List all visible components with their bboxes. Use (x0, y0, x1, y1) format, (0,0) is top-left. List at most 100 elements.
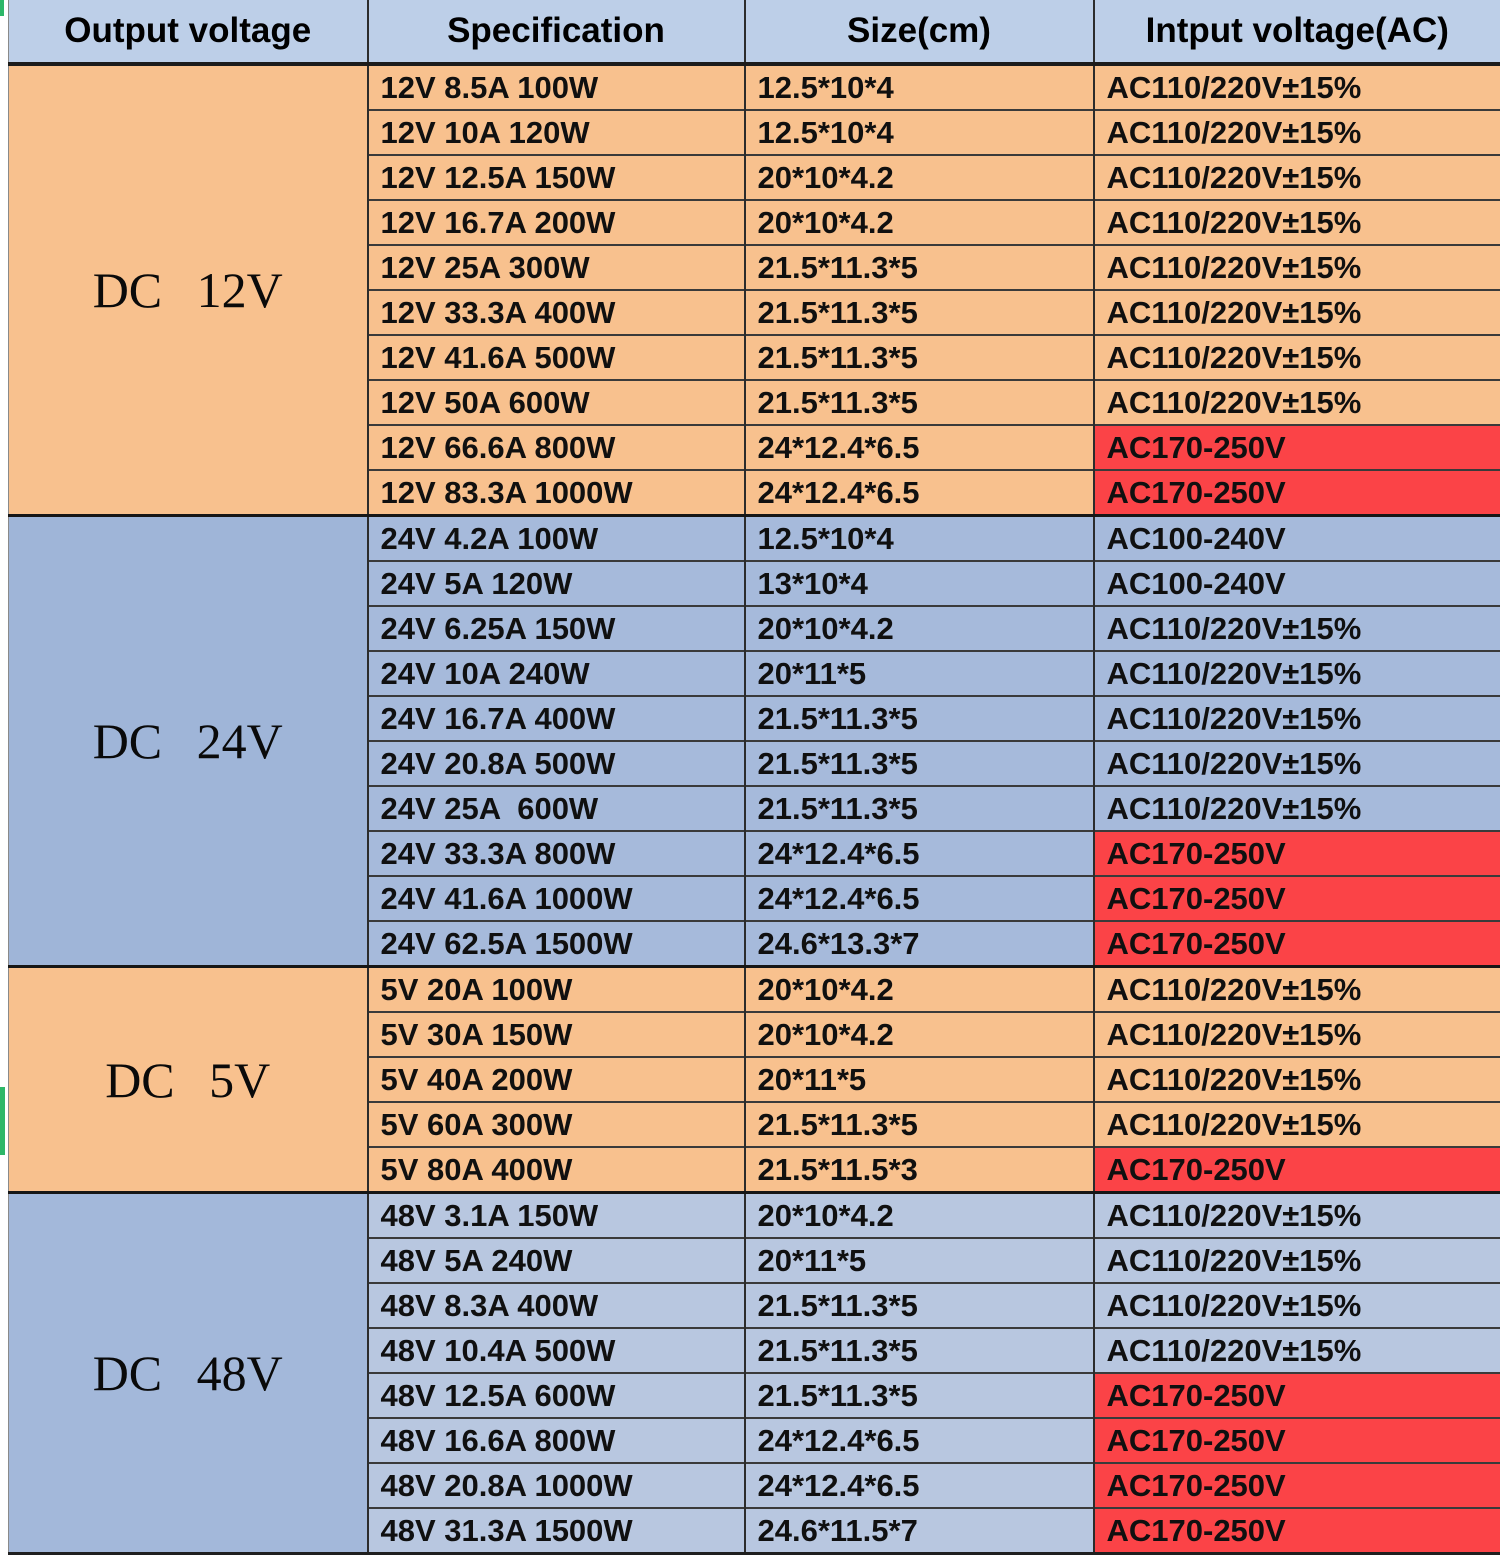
size-cell: 20*11*5 (745, 1057, 1094, 1102)
input-cell: AC110/220V±15% (1094, 110, 1500, 155)
spec-cell: 5V 20A 100W (368, 967, 745, 1013)
spec-cell: 12V 16.7A 200W (368, 200, 745, 245)
input-cell: AC110/220V±15% (1094, 1102, 1500, 1147)
header-row: Output voltage Specification Size(cm) In… (9, 0, 1500, 64)
spec-cell: 12V 8.5A 100W (368, 64, 745, 110)
input-cell: AC110/220V±15% (1094, 64, 1500, 110)
spec-cell: 48V 10.4A 500W (368, 1328, 745, 1373)
spec-cell: 48V 12.5A 600W (368, 1373, 745, 1418)
input-cell: AC110/220V±15% (1094, 1328, 1500, 1373)
group-label-cell: DC 48V (9, 1193, 368, 1554)
size-cell: 20*10*4.2 (745, 1193, 1094, 1239)
input-cell: AC100-240V (1094, 516, 1500, 562)
size-cell: 20*10*4.2 (745, 606, 1094, 651)
input-cell: AC110/220V±15% (1094, 651, 1500, 696)
input-cell: AC110/220V±15% (1094, 786, 1500, 831)
header-input-voltage: Intput voltage(AC) (1094, 0, 1500, 64)
size-cell: 20*10*4.2 (745, 1012, 1094, 1057)
input-cell: AC170-250V (1094, 1508, 1500, 1554)
input-cell: AC170-250V (1094, 831, 1500, 876)
size-cell: 20*10*4.2 (745, 155, 1094, 200)
input-cell: AC110/220V±15% (1094, 380, 1500, 425)
input-cell: AC110/220V±15% (1094, 1057, 1500, 1102)
size-cell: 21.5*11.3*5 (745, 1102, 1094, 1147)
spec-cell: 24V 25A 600W (368, 786, 745, 831)
input-cell: AC110/220V±15% (1094, 606, 1500, 651)
size-cell: 12.5*10*4 (745, 110, 1094, 155)
spec-cell: 24V 5A 120W (368, 561, 745, 606)
size-cell: 21.5*11.3*5 (745, 786, 1094, 831)
green-edge-artifact-top (0, 0, 4, 16)
size-cell: 24*12.4*6.5 (745, 425, 1094, 470)
size-cell: 21.5*11.3*5 (745, 1328, 1094, 1373)
spec-cell: 12V 10A 120W (368, 110, 745, 155)
input-cell: AC110/220V±15% (1094, 290, 1500, 335)
size-cell: 13*10*4 (745, 561, 1094, 606)
spec-cell: 24V 4.2A 100W (368, 516, 745, 562)
spec-cell: 24V 41.6A 1000W (368, 876, 745, 921)
input-cell: AC170-250V (1094, 1373, 1500, 1418)
input-cell: AC110/220V±15% (1094, 1193, 1500, 1239)
size-cell: 12.5*10*4 (745, 516, 1094, 562)
spec-cell: 48V 16.6A 800W (368, 1418, 745, 1463)
spec-cell: 12V 41.6A 500W (368, 335, 745, 380)
input-cell: AC170-250V (1094, 425, 1500, 470)
spec-cell: 24V 16.7A 400W (368, 696, 745, 741)
size-cell: 21.5*11.5*3 (745, 1147, 1094, 1193)
input-cell: AC170-250V (1094, 1418, 1500, 1463)
green-edge-artifact-left (0, 1087, 5, 1155)
size-cell: 24.6*11.5*7 (745, 1508, 1094, 1554)
table-header: Output voltage Specification Size(cm) In… (9, 0, 1500, 64)
size-cell: 24*12.4*6.5 (745, 831, 1094, 876)
size-cell: 20*10*4.2 (745, 967, 1094, 1013)
input-cell: AC110/220V±15% (1094, 245, 1500, 290)
size-cell: 21.5*11.3*5 (745, 380, 1094, 425)
spec-cell: 12V 50A 600W (368, 380, 745, 425)
spec-cell: 48V 3.1A 150W (368, 1193, 745, 1239)
size-cell: 21.5*11.3*5 (745, 245, 1094, 290)
spec-cell: 48V 31.3A 1500W (368, 1508, 745, 1554)
size-cell: 20*11*5 (745, 1238, 1094, 1283)
size-cell: 24*12.4*6.5 (745, 1463, 1094, 1508)
spec-cell: 12V 33.3A 400W (368, 290, 745, 335)
input-cell: AC110/220V±15% (1094, 200, 1500, 245)
size-cell: 24*12.4*6.5 (745, 1418, 1094, 1463)
size-cell: 12.5*10*4 (745, 64, 1094, 110)
spec-cell: 48V 20.8A 1000W (368, 1463, 745, 1508)
input-cell: AC110/220V±15% (1094, 1283, 1500, 1328)
size-cell: 21.5*11.3*5 (745, 1283, 1094, 1328)
spec-cell: 5V 40A 200W (368, 1057, 745, 1102)
input-cell: AC110/220V±15% (1094, 1238, 1500, 1283)
spec-cell: 5V 80A 400W (368, 1147, 745, 1193)
input-cell: AC170-250V (1094, 470, 1500, 516)
spec-cell: 12V 66.6A 800W (368, 425, 745, 470)
spec-cell: 5V 30A 150W (368, 1012, 745, 1057)
spec-cell: 24V 33.3A 800W (368, 831, 745, 876)
size-cell: 24*12.4*6.5 (745, 876, 1094, 921)
spec-cell: 5V 60A 300W (368, 1102, 745, 1147)
spec-cell: 48V 8.3A 400W (368, 1283, 745, 1328)
spec-cell: 24V 6.25A 150W (368, 606, 745, 651)
header-size: Size(cm) (745, 0, 1094, 64)
size-cell: 21.5*11.3*5 (745, 290, 1094, 335)
input-cell: AC110/220V±15% (1094, 1012, 1500, 1057)
input-cell: AC170-250V (1094, 1147, 1500, 1193)
input-cell: AC110/220V±15% (1094, 696, 1500, 741)
size-cell: 24*12.4*6.5 (745, 470, 1094, 516)
spec-cell: 12V 83.3A 1000W (368, 470, 745, 516)
power-supply-spec-table: Output voltage Specification Size(cm) In… (8, 0, 1500, 1555)
header-specification: Specification (368, 0, 745, 64)
size-cell: 21.5*11.3*5 (745, 335, 1094, 380)
input-cell: AC170-250V (1094, 1463, 1500, 1508)
input-cell: AC110/220V±15% (1094, 967, 1500, 1013)
spec-cell: 24V 10A 240W (368, 651, 745, 696)
size-cell: 21.5*11.3*5 (745, 1373, 1094, 1418)
spec-cell: 24V 62.5A 1500W (368, 921, 745, 967)
header-output-voltage: Output voltage (9, 0, 368, 64)
spec-cell: 24V 20.8A 500W (368, 741, 745, 786)
